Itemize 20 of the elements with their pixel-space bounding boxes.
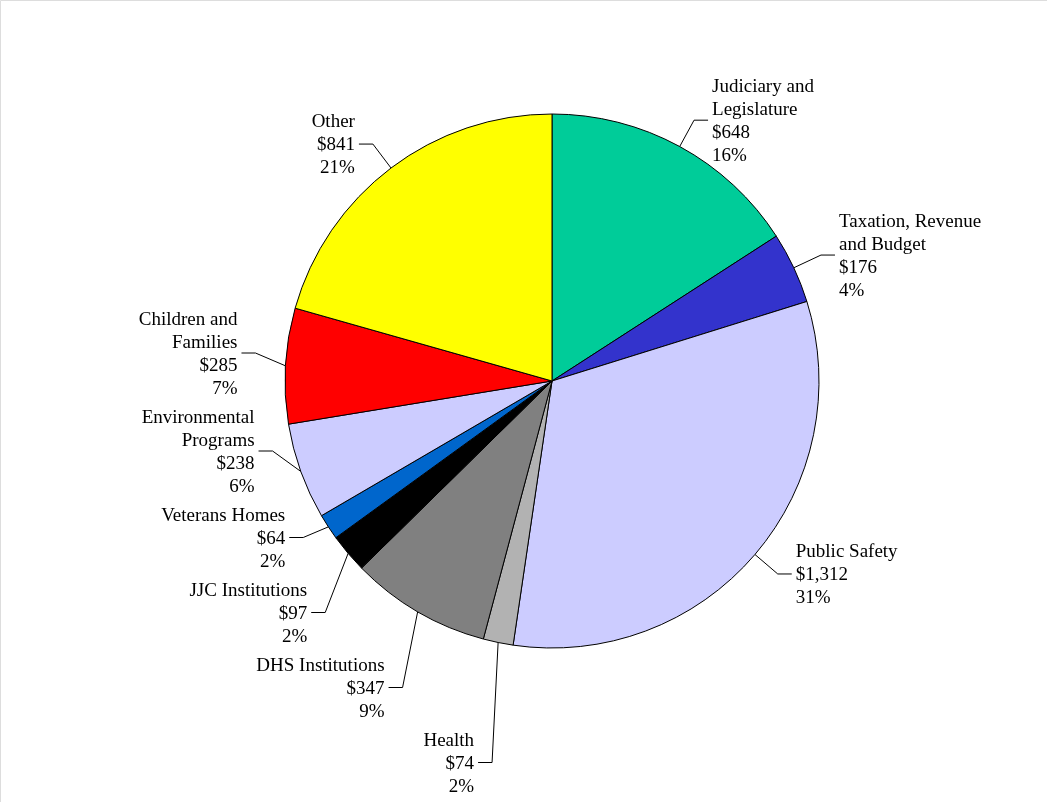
data-label: $1,312 31% xyxy=(795,562,849,607)
slice-label: DHS Institutions xyxy=(256,653,385,675)
data-label: $648 16% xyxy=(712,120,751,165)
slice-label: Environmental Programs xyxy=(141,405,255,450)
slice-label: Veterans Homes xyxy=(161,503,286,525)
data-label: $347 9% xyxy=(346,676,385,721)
slice-label: JJC Institutions xyxy=(189,578,308,600)
data-label: $64 2% xyxy=(256,526,286,571)
slice-label: Judiciary and Legislature xyxy=(712,74,815,119)
data-label: $285 7% xyxy=(199,353,238,398)
data-label: $238 6% xyxy=(216,451,255,496)
slice-label: Public Safety xyxy=(795,539,899,561)
data-label: $176 4% xyxy=(838,255,877,300)
data-label: $97 2% xyxy=(278,601,308,646)
data-label: $841 21% xyxy=(316,133,356,178)
slice-label: Taxation, Revenue and Budget xyxy=(838,209,982,254)
slice-label: Other xyxy=(311,110,356,132)
slice-label: Children and Families xyxy=(138,307,238,352)
slice-label: Health xyxy=(423,728,475,750)
data-label: $74 2% xyxy=(445,751,475,796)
